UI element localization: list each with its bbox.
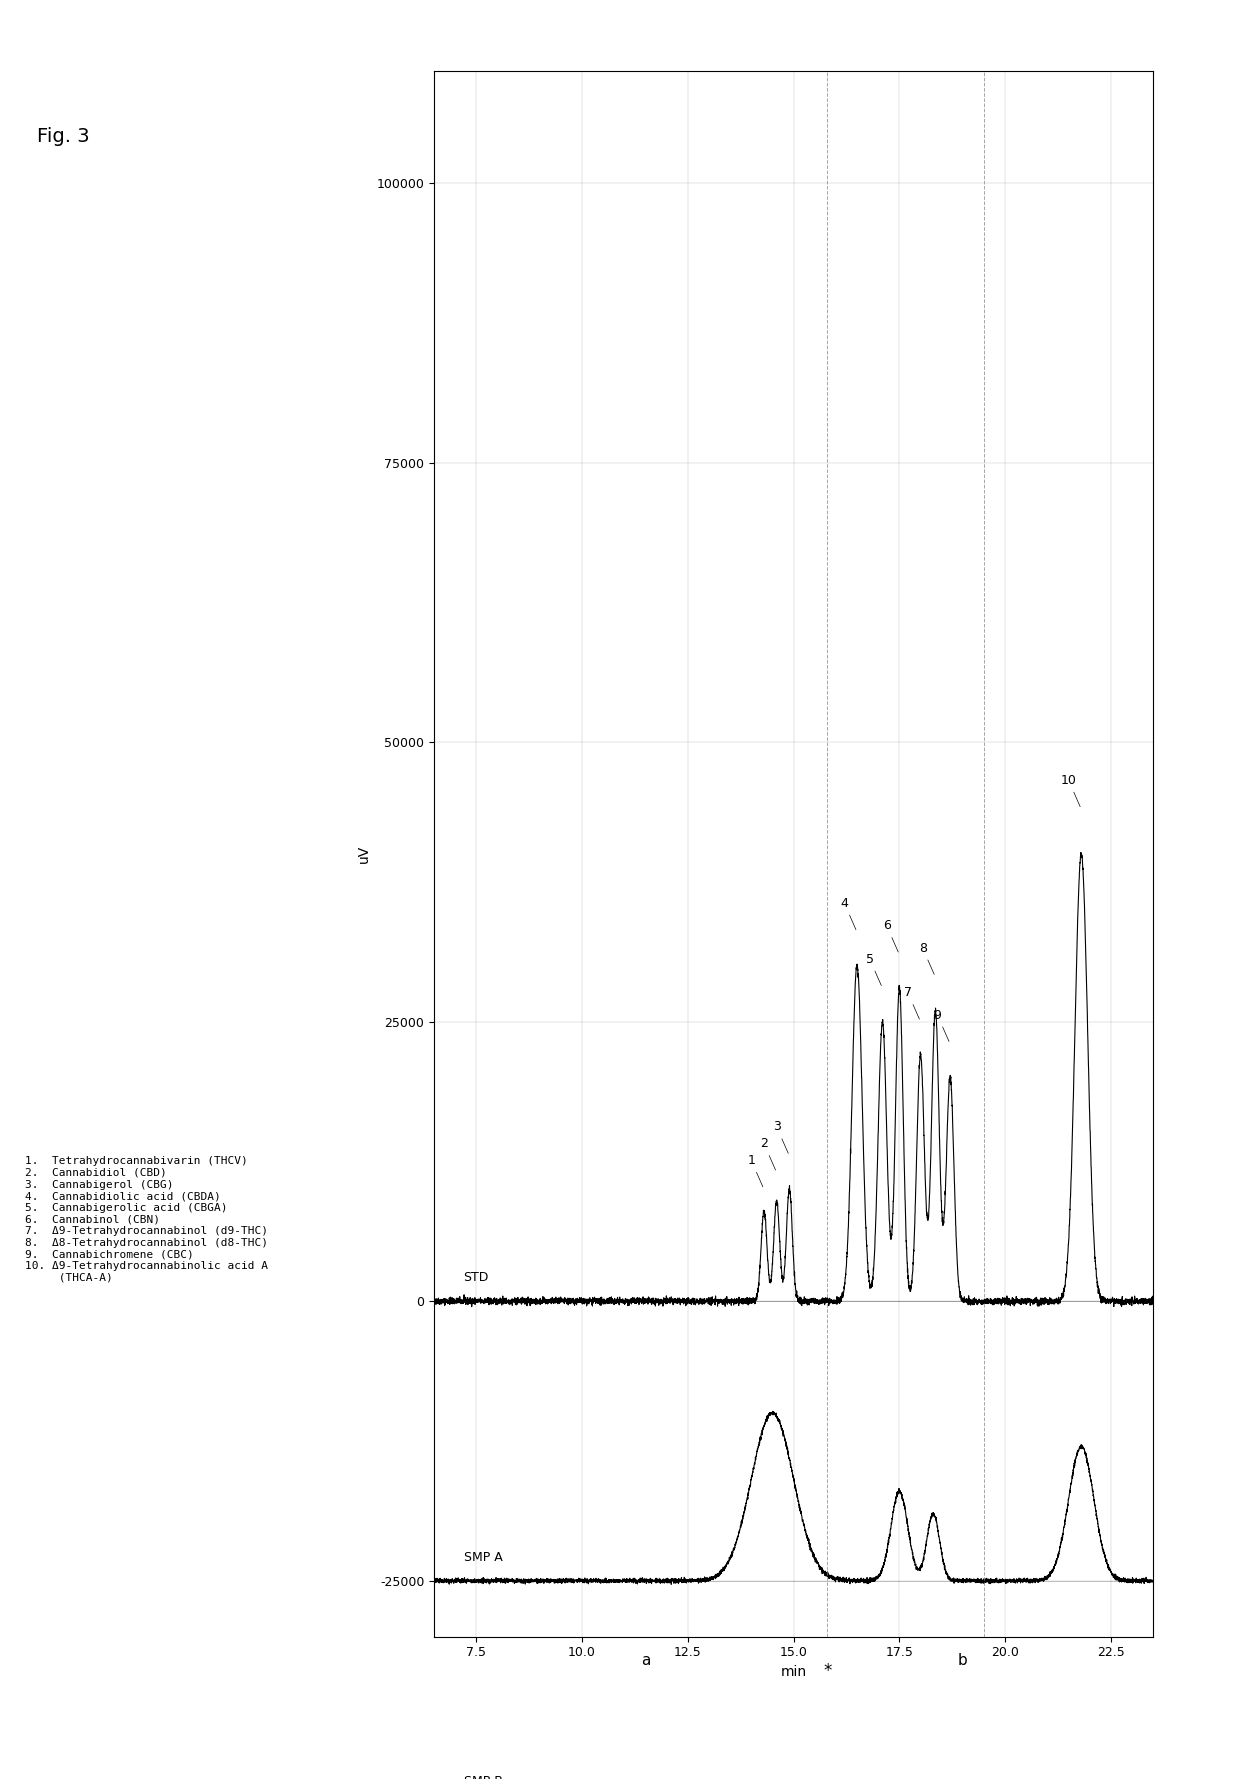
Text: 7: 7 (904, 986, 919, 1019)
Text: *: * (823, 1662, 832, 1679)
Y-axis label: uV: uV (357, 845, 371, 863)
Text: 2: 2 (760, 1137, 775, 1171)
Text: SMP B: SMP B (464, 1775, 502, 1779)
Text: 1.  Tetrahydrocannabivarin (THCV)
2.  Cannabidiol (CBD)
3.  Cannabigerol (CBG)
4: 1. Tetrahydrocannabivarin (THCV) 2. Cann… (25, 1156, 268, 1283)
Text: 10: 10 (1060, 774, 1080, 806)
X-axis label: min: min (780, 1665, 807, 1679)
Text: 9: 9 (934, 1009, 949, 1041)
Text: 6: 6 (883, 920, 898, 952)
Text: a: a (641, 1653, 650, 1667)
Text: Fig. 3: Fig. 3 (37, 128, 89, 146)
Text: 3: 3 (773, 1121, 789, 1153)
Text: 5: 5 (866, 954, 882, 986)
Text: SMP A: SMP A (464, 1551, 502, 1564)
Text: STD: STD (464, 1272, 489, 1284)
Text: b: b (959, 1653, 967, 1667)
Text: 4: 4 (841, 897, 856, 930)
Text: 8: 8 (919, 941, 934, 975)
Text: 1: 1 (748, 1155, 763, 1187)
